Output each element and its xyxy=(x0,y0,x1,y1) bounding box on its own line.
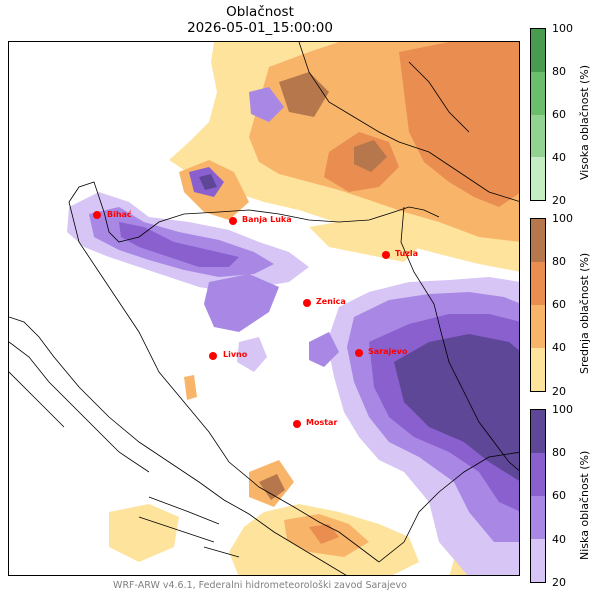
colorbar-low-seg-2 xyxy=(531,453,545,496)
colorbar-mid-tick: 80 xyxy=(552,255,566,268)
colorbar-mid-cloud xyxy=(530,218,546,392)
colorbar-low-cloud xyxy=(530,409,546,583)
city-markers xyxy=(93,211,390,428)
colorbar-high-tick: 80 xyxy=(552,65,566,78)
cloud-cover-map: Bihać Banja Luka Tuzla Zenica Sarajevo L… xyxy=(8,41,520,576)
city-marker-mostar xyxy=(293,420,301,428)
colorbar-low-tick: 40 xyxy=(552,533,566,546)
colorbar-low-tick: 20 xyxy=(552,576,566,589)
colorbar-high-seg-4 xyxy=(531,157,545,200)
city-marker-sarajevo xyxy=(355,349,363,357)
coastline-borders xyxy=(9,42,519,575)
city-marker-zenica xyxy=(303,299,311,307)
colorbar-mid-tick: 60 xyxy=(552,298,566,311)
colorbar-high-tick: 20 xyxy=(552,194,566,207)
colorbar-low-tick: 60 xyxy=(552,489,566,502)
colorbar-mid-tick: 100 xyxy=(552,212,573,225)
city-label-mostar: Mostar xyxy=(306,418,338,427)
colorbar-low-tick: 100 xyxy=(552,403,573,416)
model-credit: WRF-ARW v4.6.1, Federalni hidrometeorolo… xyxy=(113,580,407,591)
city-label-sarajevo: Sarajevo xyxy=(368,347,408,356)
colorbar-low-seg-3 xyxy=(531,496,545,539)
city-label-banja-luka: Banja Luka xyxy=(242,215,292,224)
map-canvas xyxy=(9,42,519,575)
colorbar-mid-tick: 20 xyxy=(552,385,566,398)
colorbar-low-seg-4 xyxy=(531,539,545,582)
colorbar-mid-seg-3 xyxy=(531,305,545,348)
colorbar-high-tick: 100 xyxy=(552,22,573,35)
colorbar-mid-seg-4 xyxy=(531,348,545,391)
colorbar-high-tick: 40 xyxy=(552,151,566,164)
colorbar-high-seg-1 xyxy=(531,29,545,72)
colorbar-high-seg-2 xyxy=(531,71,545,115)
colorbar-high-label: Visoka oblačnost (%) xyxy=(578,64,591,180)
colorbar-mid-label: Srednja oblačnost (%) xyxy=(578,252,591,374)
colorbar-low-label: Niska oblačnost (%) xyxy=(578,450,591,560)
city-marker-bihac xyxy=(93,211,101,219)
map-title: Oblačnost xyxy=(226,4,294,20)
colorbar-low-seg-1 xyxy=(531,410,545,453)
colorbar-mid-seg-1 xyxy=(531,219,545,262)
city-marker-tuzla xyxy=(382,251,390,259)
city-label-livno: Livno xyxy=(223,350,248,359)
city-marker-banja-luka xyxy=(229,217,237,225)
colorbar-low-tick: 80 xyxy=(552,446,566,459)
city-label-zenica: Zenica xyxy=(316,297,346,306)
colorbar-high-seg-3 xyxy=(531,114,545,158)
colorbar-high-cloud xyxy=(530,28,546,201)
map-timestamp: 2026-05-01_15:00:00 xyxy=(187,20,333,36)
city-label-bihac: Bihać xyxy=(107,210,132,219)
city-label-tuzla: Tuzla xyxy=(395,249,419,258)
colorbar-mid-tick: 40 xyxy=(552,341,566,354)
colorbar-high-tick: 60 xyxy=(552,108,566,121)
colorbar-mid-seg-2 xyxy=(531,262,545,305)
city-marker-livno xyxy=(209,352,217,360)
